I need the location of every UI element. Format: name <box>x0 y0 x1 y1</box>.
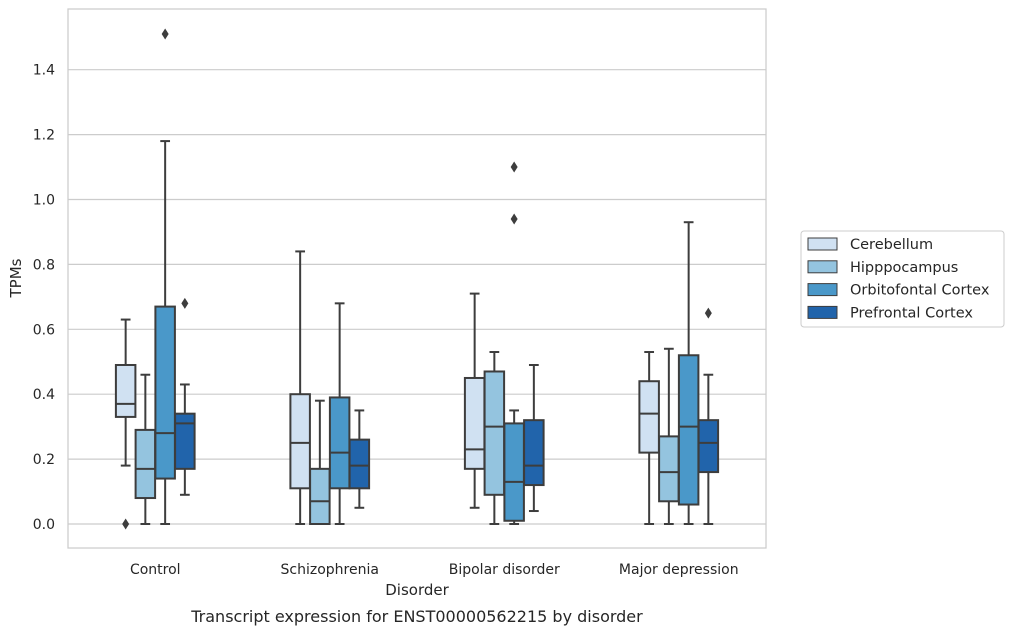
box-iqr <box>174 412 196 470</box>
outlier-point <box>161 28 169 40</box>
plot-area-frame <box>67 8 767 549</box>
legend-label: Cerebellum <box>850 237 933 253</box>
boxes <box>114 28 720 530</box>
outlier-point <box>181 297 189 309</box>
box-iqr <box>523 419 545 487</box>
box-iqr <box>154 305 176 480</box>
box-cerebellum <box>114 318 137 530</box>
legend-label: Hipppocampus <box>850 260 958 276</box>
y-tick-label: 1.4 <box>33 63 55 79</box>
box-iqr <box>503 422 525 522</box>
box-cerebellum <box>289 250 311 525</box>
box-iqr <box>134 428 157 500</box>
y-tick-labels: 0.0 0.2 0.4 0.6 0.8 1.0 1.2 1.4 <box>33 63 55 533</box>
box-iqr <box>697 419 720 474</box>
chart-caption: Transcript expression for ENST0000056221… <box>190 607 643 626</box>
box-prefrontal-cortex <box>697 307 720 525</box>
box-prefrontal-cortex <box>348 409 371 509</box>
box-hipppocampus <box>309 399 331 525</box>
x-tick-label: Schizophrenia <box>281 562 379 578</box>
box-iqr <box>328 396 351 490</box>
box-orbitofontal-cortex <box>328 302 351 525</box>
box-cerebellum <box>638 351 660 525</box>
outlier-point <box>510 213 518 225</box>
legend: Cerebellum Hipppocampus Orbitofontal Corte… <box>800 230 1005 328</box>
y-tick-label: 0.6 <box>33 322 55 338</box>
box-prefrontal-cortex <box>174 297 196 496</box>
box-iqr <box>658 435 680 503</box>
box-iqr <box>309 467 331 525</box>
box-iqr <box>289 393 311 490</box>
x-axis-label: Disorder <box>385 581 449 599</box>
box-iqr <box>677 354 700 506</box>
x-tick-label: Major depression <box>619 562 739 578</box>
box-orbitofontal-cortex <box>503 161 525 525</box>
legend-frame <box>800 230 1005 328</box>
box-cerebellum <box>463 292 486 509</box>
y-tick-label: 0.8 <box>33 257 55 273</box>
box-iqr <box>348 438 371 490</box>
box-prefrontal-cortex <box>523 363 545 513</box>
box-hipppocampus <box>134 373 157 525</box>
box-iqr <box>114 363 137 418</box>
legend-label: Orbitofontal Cortex <box>850 283 990 299</box>
x-tick-labels: Control Schizophrenia Bipolar disorder Majo… <box>130 562 739 578</box>
box-iqr <box>638 380 660 454</box>
legend-swatch <box>807 237 838 251</box>
y-tick-label: 0.4 <box>33 387 55 403</box>
legend-swatch <box>807 305 838 319</box>
outlier-point <box>510 161 518 173</box>
legend-label: Prefrontal Cortex <box>850 305 973 321</box>
legend-swatch <box>807 283 838 297</box>
legend-swatch <box>807 260 838 274</box>
box-orbitofontal-cortex <box>677 221 700 525</box>
y-tick-label: 0.0 <box>33 517 55 533</box>
x-tick-label: Control <box>130 562 181 578</box>
box-iqr <box>463 376 486 470</box>
box-hipppocampus <box>483 351 506 525</box>
x-tick-label: Bipolar disorder <box>449 562 560 578</box>
box-iqr <box>483 370 506 496</box>
box-hipppocampus <box>658 347 680 525</box>
y-tick-label: 1.0 <box>33 193 55 209</box>
outlier-point <box>122 518 130 530</box>
outlier-point <box>704 307 712 319</box>
y-axis-label: TPMs <box>7 258 25 298</box>
y-tick-label: 0.2 <box>33 452 55 468</box>
y-tick-label: 1.2 <box>33 128 55 144</box>
box-orbitofontal-cortex <box>154 28 176 525</box>
